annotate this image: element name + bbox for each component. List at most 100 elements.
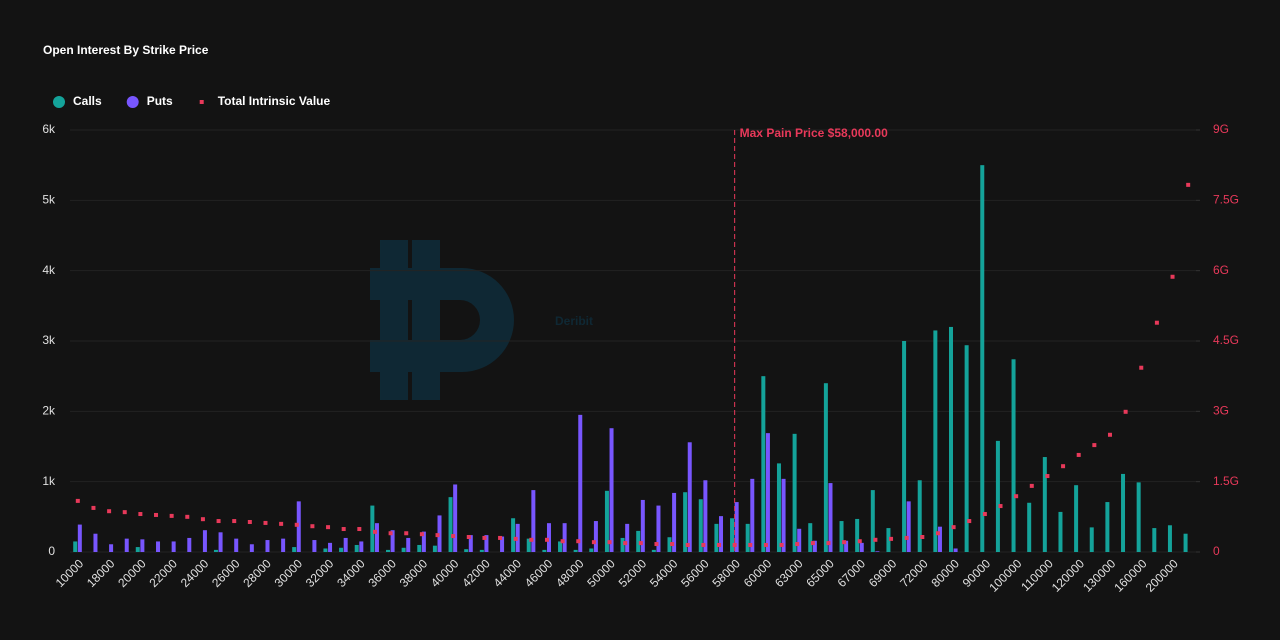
intrinsic-dot (498, 535, 503, 540)
bar (187, 537, 192, 552)
bar (589, 548, 594, 552)
x-tick-label: 100000 (986, 556, 1024, 594)
bar (1105, 502, 1110, 552)
watermark-logo (412, 240, 440, 400)
bar (781, 478, 786, 552)
bar (875, 551, 880, 552)
intrinsic-dot (185, 514, 190, 519)
bar (312, 540, 317, 552)
x-tick-label: 120000 (1049, 556, 1087, 594)
bar (401, 547, 406, 552)
x-tick-label: 110000 (1018, 556, 1056, 594)
watermark-logo (380, 240, 408, 400)
y-tick-label: 2k (42, 404, 56, 418)
bar (339, 547, 344, 552)
x-tick-label: 48000 (553, 556, 587, 590)
bar (765, 433, 770, 552)
bar (406, 537, 411, 552)
bar (1183, 533, 1188, 552)
bar (886, 528, 891, 552)
bar (797, 528, 802, 552)
bar (902, 341, 907, 552)
bar (808, 523, 813, 552)
intrinsic-dot (1123, 409, 1128, 414)
x-tick-label: 44000 (491, 556, 525, 590)
bar (1042, 457, 1047, 552)
bar (761, 376, 766, 552)
intrinsic-dot (75, 498, 80, 503)
y2-tick-label: 1.5G (1213, 474, 1239, 488)
bar (370, 505, 375, 552)
intrinsic-dot (1139, 365, 1144, 370)
watermark-text: Deribit (555, 314, 593, 328)
bar (745, 523, 750, 552)
x-tick-label: 65000 (803, 556, 837, 590)
x-tick-label: 22000 (147, 556, 181, 590)
intrinsic-dot (279, 521, 284, 526)
bar (1058, 511, 1063, 552)
bar (500, 536, 505, 552)
legend-swatch (126, 96, 139, 108)
intrinsic-dot (122, 510, 127, 515)
intrinsic-dot (294, 522, 299, 527)
bar (719, 516, 724, 552)
bar (218, 532, 223, 552)
x-tick-label: 67000 (835, 556, 869, 590)
bar (964, 345, 969, 552)
bar (792, 433, 797, 552)
x-tick-label: 36000 (365, 556, 399, 590)
bar (953, 548, 958, 552)
intrinsic-dot (419, 532, 424, 537)
intrinsic-dot (544, 537, 549, 542)
bar (1167, 525, 1172, 552)
y2-tick-label: 4.5G (1213, 333, 1239, 347)
bar (651, 549, 656, 552)
intrinsic-dot (623, 541, 628, 546)
bar (1121, 473, 1126, 552)
bar (625, 523, 630, 552)
intrinsic-dot (310, 524, 315, 529)
bar (526, 538, 531, 552)
intrinsic-dot (654, 542, 659, 547)
intrinsic-dot (670, 542, 675, 547)
legend-item[interactable]: Puts (126, 94, 173, 108)
intrinsic-dot (857, 539, 862, 544)
bar (593, 521, 598, 552)
legend-item[interactable]: Total Intrinsic Value (199, 94, 331, 108)
x-tick-label: 30000 (272, 556, 306, 590)
legend-item[interactable]: Calls (53, 94, 102, 108)
x-tick-label: 26000 (209, 556, 243, 590)
intrinsic-dot (466, 534, 471, 539)
intrinsic-dot (607, 540, 612, 545)
bar (213, 549, 218, 552)
bar (385, 549, 390, 552)
legend-swatch (53, 96, 65, 108)
x-tick-label: 200000 (1143, 556, 1181, 594)
intrinsic-dot (1076, 452, 1081, 457)
intrinsic-dot (341, 527, 346, 532)
bar (265, 540, 270, 552)
bar (683, 492, 688, 552)
bar (812, 540, 817, 552)
bar (734, 502, 739, 552)
x-tick-label: 10000 (53, 556, 87, 590)
legend-swatch (199, 100, 204, 104)
bar (531, 490, 536, 552)
intrinsic-dot (951, 525, 956, 530)
x-tick-label: 46000 (522, 556, 556, 590)
x-tick-label: 160000 (1111, 556, 1149, 594)
intrinsic-dot (435, 533, 440, 538)
bar (77, 524, 82, 552)
x-tick-label: 20000 (115, 556, 149, 590)
bar (546, 523, 551, 552)
intrinsic-dot (1107, 432, 1112, 437)
intrinsic-dot (967, 519, 972, 524)
bar (323, 548, 328, 552)
y2-tick-label: 3G (1213, 404, 1229, 418)
bar (156, 541, 161, 552)
bar (917, 480, 922, 552)
intrinsic-dot (685, 542, 690, 547)
bar (703, 480, 708, 552)
bar (124, 538, 129, 552)
intrinsic-dot (91, 505, 96, 510)
